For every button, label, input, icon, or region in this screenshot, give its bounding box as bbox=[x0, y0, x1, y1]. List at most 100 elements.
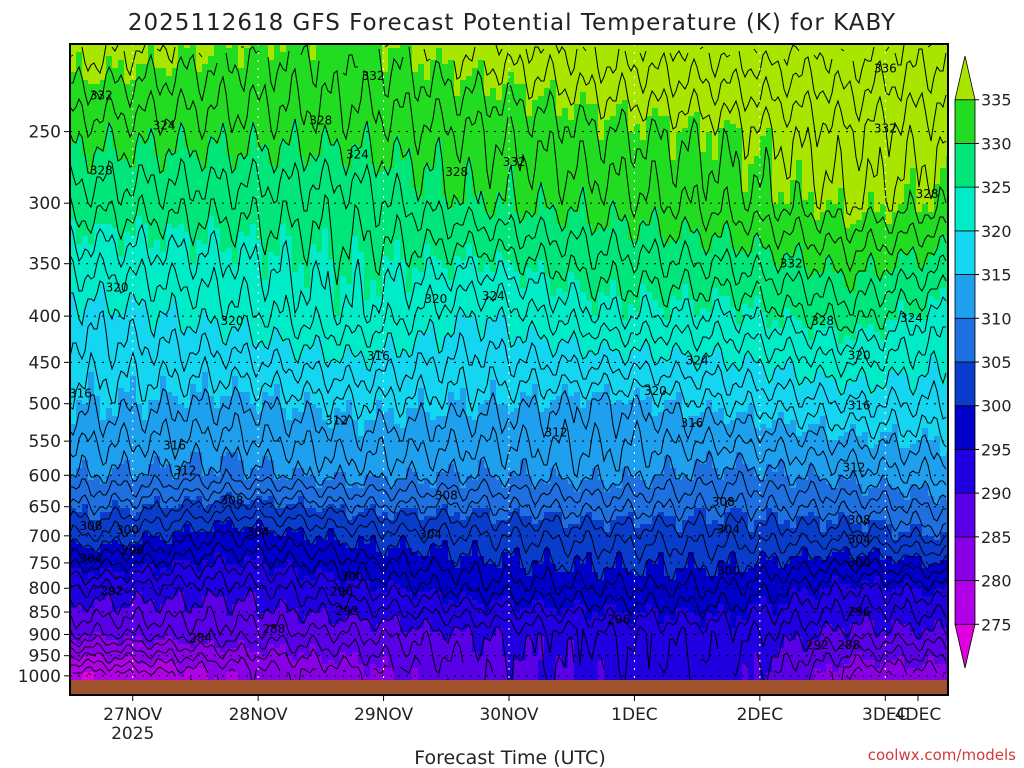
contour-label: 288 bbox=[837, 638, 860, 652]
contour-label: 308 bbox=[435, 489, 458, 503]
colorbar-swatch bbox=[955, 406, 975, 450]
contour-label: 332 bbox=[362, 69, 385, 83]
contour-label: 312 bbox=[174, 464, 197, 478]
y-tick-label: 550 bbox=[29, 432, 61, 452]
colorbar-swatch bbox=[955, 449, 975, 493]
x-tick-label: 1DEC bbox=[611, 705, 658, 725]
contour-label: 296 bbox=[330, 585, 353, 599]
contour-label: 304 bbox=[717, 523, 740, 537]
y-tick-label: 700 bbox=[29, 527, 61, 547]
y-tick-label: 600 bbox=[29, 466, 61, 486]
y-axis: 2503003504004505005506006507007508008509… bbox=[18, 123, 70, 687]
contour-label: 332 bbox=[503, 155, 526, 169]
contour-label: 308 bbox=[712, 495, 735, 509]
contour-label: 304 bbox=[848, 533, 871, 547]
contour-label: 324 bbox=[482, 289, 505, 303]
contour-label: 304 bbox=[79, 552, 102, 566]
y-tick-label: 650 bbox=[29, 498, 61, 518]
y-tick-label: 300 bbox=[29, 194, 61, 214]
contour-label: 328 bbox=[811, 314, 834, 328]
contour-label: 312 bbox=[325, 414, 348, 428]
colorbar-tick-label: 305 bbox=[981, 353, 1012, 372]
colorbar-tick-label: 320 bbox=[981, 222, 1012, 241]
y-tick-label: 400 bbox=[29, 307, 61, 327]
colorbar-tick-label: 335 bbox=[981, 91, 1012, 110]
contour-label: 336 bbox=[874, 62, 897, 76]
colorbar-swatch bbox=[955, 493, 975, 537]
colorbar-tick-label: 315 bbox=[981, 266, 1012, 285]
contour-label: 296 bbox=[848, 605, 871, 619]
colorbar-tick-label: 330 bbox=[981, 134, 1012, 153]
colorbar-swatch bbox=[955, 362, 975, 406]
contour-label: 316 bbox=[69, 386, 92, 400]
colorbar-tick-label: 275 bbox=[981, 615, 1012, 634]
contour-label: 312 bbox=[842, 460, 865, 474]
y-tick-label: 900 bbox=[29, 625, 61, 645]
colorbar-tick-label: 325 bbox=[981, 178, 1012, 197]
contour-label: 320 bbox=[106, 281, 129, 295]
colorbar-tick-label: 295 bbox=[981, 440, 1012, 459]
contour-label: 292 bbox=[100, 584, 123, 598]
contour-label: 332 bbox=[90, 88, 113, 102]
credit-text: coolwx.com/models bbox=[868, 746, 1016, 764]
colorbar-tick-label: 300 bbox=[981, 397, 1012, 416]
x-tick-label: 30NOV bbox=[479, 705, 538, 725]
contour-label: 320 bbox=[424, 292, 447, 306]
colorbar-swatch bbox=[955, 581, 975, 625]
contour-label: 308 bbox=[848, 513, 871, 527]
y-tick-label: 1000 bbox=[18, 667, 61, 687]
contour-label: 320 bbox=[848, 348, 871, 362]
x-tick-label: 28NOV bbox=[229, 705, 288, 725]
chart-title: 2025112618 GFS Forecast Potential Temper… bbox=[128, 10, 896, 36]
x-axis-label: Forecast Time (UTC) bbox=[414, 747, 605, 768]
contour-label: 296 bbox=[607, 612, 630, 626]
contour-label: 328 bbox=[916, 187, 939, 201]
y-tick-label: 950 bbox=[29, 647, 61, 667]
colorbar-swatch bbox=[955, 318, 975, 362]
contour-label: 296 bbox=[121, 544, 144, 558]
colorbar-tick-label: 310 bbox=[981, 309, 1012, 328]
contour-label: 312 bbox=[545, 425, 568, 439]
contour-label: 300 bbox=[848, 556, 871, 570]
colorbar-swatch bbox=[955, 56, 975, 100]
y-tick-label: 850 bbox=[29, 603, 61, 623]
x-tick-label: 2DEC bbox=[737, 705, 784, 725]
contour-label: 316 bbox=[848, 398, 871, 412]
colorbar-swatch bbox=[955, 624, 975, 668]
contour-label: 284 bbox=[189, 631, 212, 645]
contour-label: 304 bbox=[247, 525, 270, 539]
colorbar-swatch bbox=[955, 537, 975, 581]
contour-label: 308 bbox=[221, 494, 244, 508]
contour-label: 304 bbox=[419, 528, 442, 542]
x-tick-sublabel: 2025 bbox=[111, 724, 154, 744]
colorbar-swatch bbox=[955, 275, 975, 319]
contour-label: 320 bbox=[221, 314, 244, 328]
colorbar-swatch bbox=[955, 100, 975, 144]
contour-label: 300 bbox=[717, 564, 740, 578]
contour-label: 324 bbox=[686, 354, 709, 368]
contour-label: 328 bbox=[445, 165, 468, 179]
contour-label: 324 bbox=[900, 311, 923, 325]
x-tick-label: 27NOV bbox=[103, 705, 162, 725]
x-tick-label: 29NOV bbox=[354, 705, 413, 725]
colorbar-swatch bbox=[955, 231, 975, 275]
contour-label: 292 bbox=[806, 638, 829, 652]
colorbar-swatch bbox=[955, 143, 975, 187]
contour-label: 324 bbox=[346, 147, 369, 161]
contour-label: 320 bbox=[644, 384, 667, 398]
y-tick-label: 250 bbox=[29, 123, 61, 143]
colorbar-swatch bbox=[955, 187, 975, 231]
contour-label: 300 bbox=[341, 570, 364, 584]
y-tick-label: 450 bbox=[29, 353, 61, 373]
contour-label: 292 bbox=[336, 604, 359, 618]
contour-label: 288 bbox=[262, 622, 285, 636]
contour-label: 324 bbox=[153, 118, 176, 132]
colorbar-tick-label: 285 bbox=[981, 528, 1012, 547]
contour-label: 328 bbox=[90, 163, 113, 177]
contour-label: 300 bbox=[116, 523, 139, 537]
contour-label: 316 bbox=[163, 438, 186, 452]
y-tick-label: 500 bbox=[29, 395, 61, 415]
